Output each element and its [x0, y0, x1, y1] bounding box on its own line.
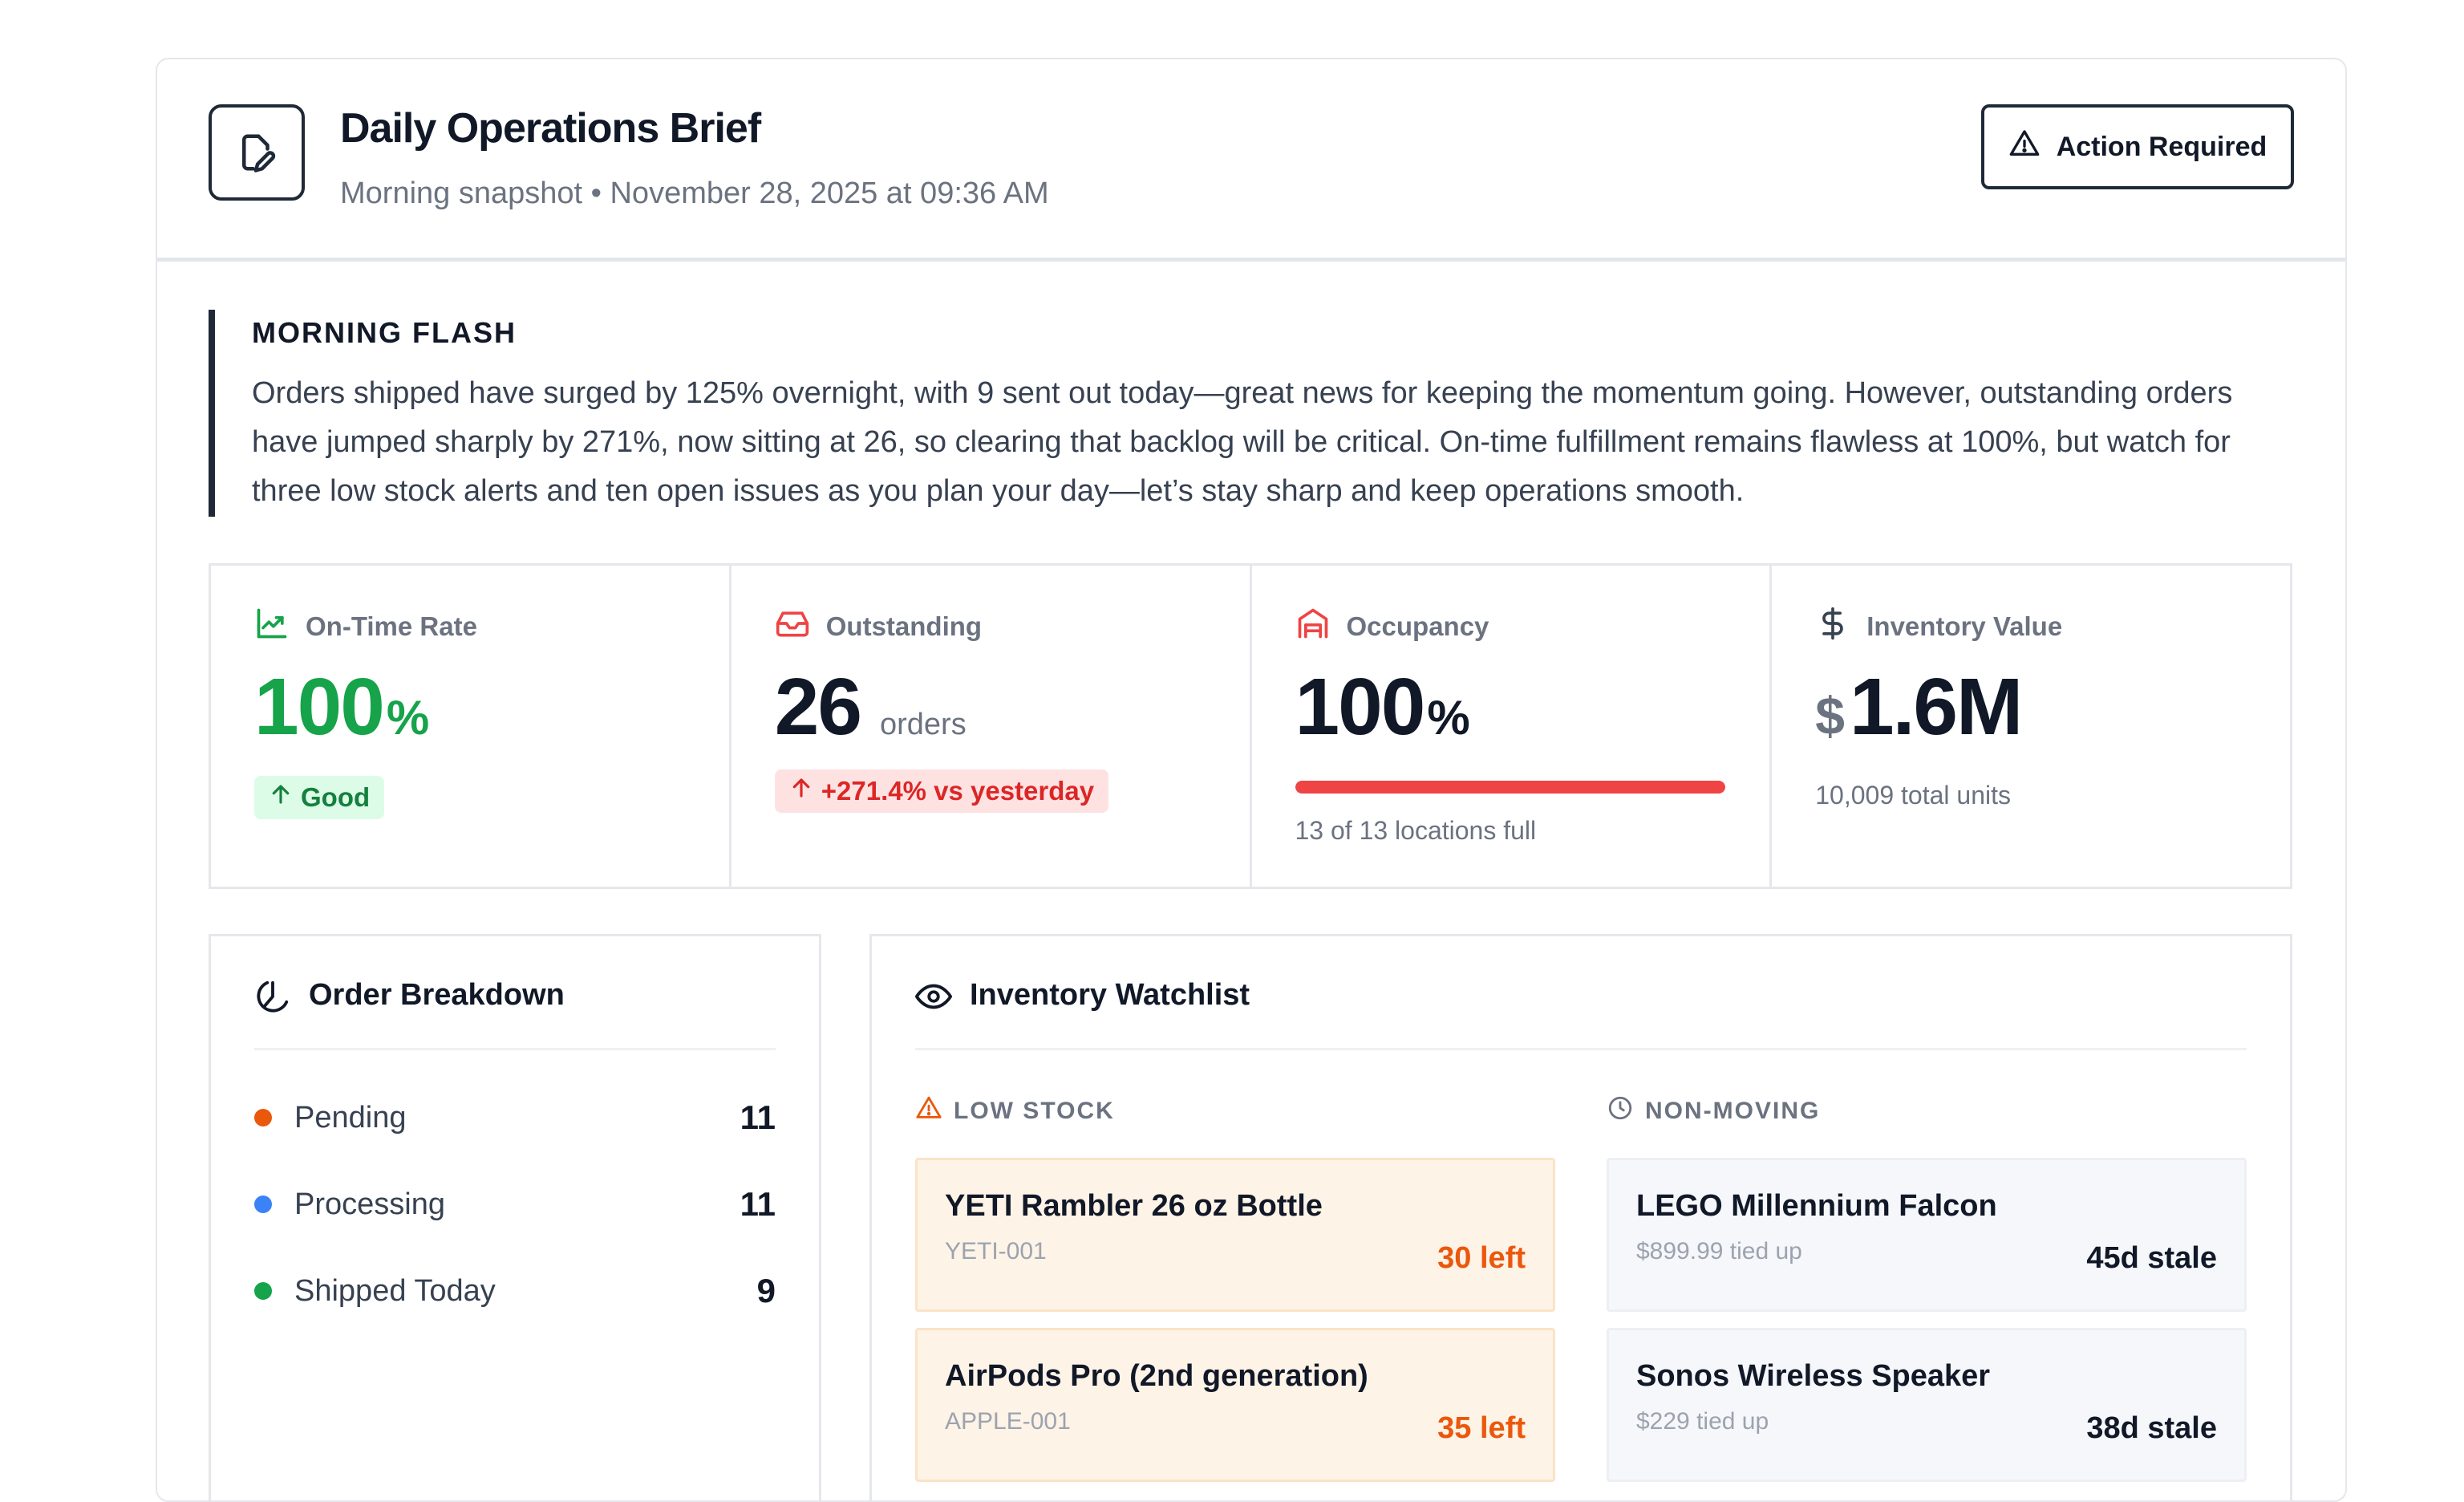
kpi-label: Inventory Value — [1866, 611, 2063, 641]
kpi-note: 13 of 13 locations full — [1295, 816, 1537, 845]
status-badge-label: Good — [301, 782, 371, 812]
kpi-unit: % — [1427, 691, 1470, 745]
order-row-label: Shipped Today — [294, 1273, 496, 1308]
occupancy-progress-fill — [1295, 781, 1725, 794]
item-tied-up: $899.99 tied up — [1636, 1238, 1802, 1265]
order-row-processing: Processing 11 — [254, 1161, 776, 1248]
item-stale-days: 45d stale — [2086, 1241, 2217, 1275]
eye-icon — [915, 978, 952, 1023]
inventory-watchlist-panel: Inventory Watchlist LOW STOCK YETI Rambl… — [869, 934, 2292, 1500]
kpi-inventory-value: Inventory Value $ 1.6M 10,009 total unit… — [1772, 566, 2290, 887]
change-badge-label: +271.4% vs yesterday — [821, 776, 1095, 806]
inbox-icon — [775, 606, 810, 647]
warehouse-icon — [1295, 606, 1331, 647]
order-row-shipped-today: Shipped Today 9 — [254, 1248, 776, 1334]
kpi-value: 1.6M — [1849, 662, 2023, 752]
order-row-value: 9 — [756, 1272, 776, 1309]
panel-title: Order Breakdown — [309, 978, 565, 1012]
morning-flash-text: Orders shipped have surged by 125% overn… — [252, 376, 2233, 508]
page-subtitle: Morning snapshot • November 28, 2025 at … — [340, 177, 1049, 210]
item-name: AirPods Pro (2nd generation) — [945, 1359, 1368, 1393]
kpi-value: 100 — [254, 662, 385, 752]
item-stale-days: 38d stale — [2086, 1411, 2217, 1445]
status-badge: Good — [254, 776, 385, 819]
non-moving-item[interactable]: Sonos Wireless Speaker $229 tied up 38d … — [1607, 1328, 2247, 1482]
clock-icon — [1607, 1094, 1634, 1128]
morning-flash: MORNING FLASH Orders shipped have surged… — [209, 310, 2292, 517]
kpi-label: Occupancy — [1346, 611, 1489, 641]
kpi-outstanding: Outstanding 26 orders +271.4% vs yesterd… — [732, 566, 1252, 887]
column-label: LOW STOCK — [954, 1098, 1115, 1124]
order-row-label: Pending — [294, 1100, 407, 1135]
order-row-pending: Pending 11 — [254, 1074, 776, 1161]
item-sku: APPLE-001 — [945, 1408, 1071, 1435]
status-dot — [254, 1109, 272, 1126]
order-row-label: Processing — [294, 1187, 445, 1221]
order-row-value: 11 — [740, 1098, 776, 1136]
non-moving-column: NON-MOVING LEGO Millennium Falcon $899.9… — [1607, 1095, 2247, 1482]
kpi-value: 100 — [1295, 662, 1426, 752]
low-stock-item[interactable]: AirPods Pro (2nd generation) APPLE-001 3… — [915, 1328, 1555, 1482]
occupancy-progress-bar — [1295, 781, 1725, 794]
dollar-icon — [1815, 606, 1850, 647]
operations-brief-card: Daily Operations Brief Morning snapshot … — [156, 58, 2347, 1502]
kpi-occupancy: Occupancy 100 % 13 of 13 locations full — [1252, 566, 1773, 887]
item-tied-up: $229 tied up — [1636, 1408, 1769, 1435]
non-moving-item[interactable]: LEGO Millennium Falcon $899.99 tied up 4… — [1607, 1158, 2247, 1312]
item-name: LEGO Millennium Falcon — [1636, 1189, 1997, 1223]
kpi-unit: orders — [879, 708, 967, 741]
arrow-up-icon — [789, 776, 813, 806]
currency-symbol: $ — [1815, 686, 1845, 745]
item-sku: YETI-001 — [945, 1238, 1047, 1265]
item-name: Sonos Wireless Speaker — [1636, 1359, 1991, 1393]
kpi-value: 26 — [774, 662, 862, 752]
kpi-grid: On-Time Rate 100 % Good Outstandi — [209, 563, 2292, 889]
kpi-label: On-Time Rate — [306, 611, 477, 641]
item-stock-left: 30 left — [1437, 1241, 1526, 1275]
item-stock-left: 35 left — [1437, 1411, 1526, 1445]
page-title: Daily Operations Brief — [340, 105, 761, 152]
kpi-note: 10,009 total units — [1815, 781, 2011, 810]
status-dot — [254, 1196, 272, 1213]
arrow-up-icon — [269, 782, 293, 813]
status-dot — [254, 1282, 272, 1300]
order-breakdown-panel: Order Breakdown Pending 11 Processing 11… — [209, 934, 821, 1500]
warning-icon — [2008, 128, 2040, 167]
kpi-unit: % — [386, 691, 430, 745]
action-required-button[interactable]: Action Required — [1981, 104, 2294, 189]
pie-chart-icon — [254, 978, 291, 1023]
column-label: NON-MOVING — [1645, 1098, 1821, 1124]
item-name: YETI Rambler 26 oz Bottle — [945, 1189, 1323, 1223]
change-badge: +271.4% vs yesterday — [774, 769, 1109, 813]
kpi-ontime-rate: On-Time Rate 100 % Good — [211, 566, 732, 887]
order-row-value: 11 — [740, 1185, 776, 1223]
morning-flash-title: MORNING FLASH — [252, 316, 517, 349]
edit-document-icon — [209, 104, 305, 201]
warning-icon — [915, 1094, 942, 1128]
panel-title: Inventory Watchlist — [970, 978, 1250, 1012]
kpi-label: Outstanding — [825, 611, 983, 641]
low-stock-column: LOW STOCK YETI Rambler 26 oz Bottle YETI… — [915, 1095, 1555, 1482]
action-required-label: Action Required — [2056, 131, 2267, 162]
low-stock-item[interactable]: YETI Rambler 26 oz Bottle YETI-001 30 le… — [915, 1158, 1555, 1312]
trending-up-icon — [254, 606, 290, 647]
brief-header: Daily Operations Brief Morning snapshot … — [157, 59, 2345, 262]
